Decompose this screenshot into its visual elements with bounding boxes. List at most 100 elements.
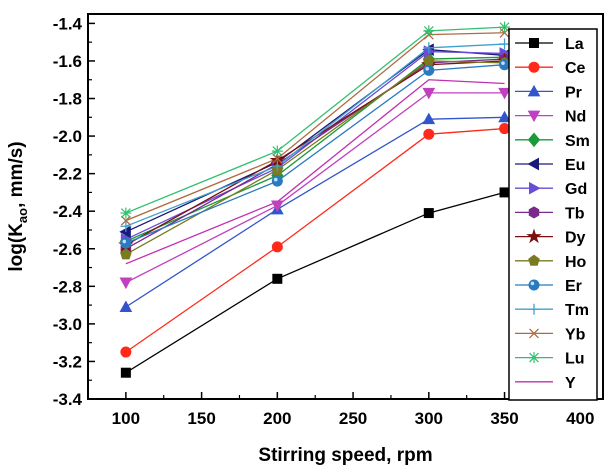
series-line-lu [125,26,505,214]
data-point [120,215,131,226]
data-point [498,110,511,123]
data-point [526,228,542,244]
x-tick-label: 250 [339,409,367,428]
data-point [422,87,436,100]
series-line-y [125,79,505,265]
series-markers-pr [119,110,511,312]
marker-highlight [122,239,127,244]
legend-label: Ho [565,254,587,271]
y-tick-label: -2.4 [53,202,83,221]
legend-label: Y [565,375,576,392]
series-markers-dy [118,52,513,252]
y-tick-label: -2.2 [53,165,82,184]
series-line-tb [125,58,505,250]
series-line-yb [125,32,505,222]
series-markers-ho [120,54,511,260]
data-point [528,279,540,291]
data-point [423,42,435,54]
data-point [528,352,540,364]
legend-entry-nd: Nd [515,109,586,126]
x-tick-label: 400 [566,409,594,428]
legend-entry-dy: Dy [515,228,586,247]
legend-label: Nd [565,109,586,126]
x-axis-title: Stirring speed, rpm [258,445,432,466]
ticks: 100 150 200 250 300 350 400 -3.4 -3.2 -3.0 -2.8 -2.… [53,14,595,428]
data-point [120,248,132,260]
legend-label: Tm [565,302,589,319]
series-markers-tm [120,38,511,232]
data-point [528,61,540,73]
series-line-pr [125,116,505,308]
series-line-gd [125,50,505,240]
x-tick-label: 300 [415,409,443,428]
data-point [272,153,283,164]
series-line-ho [125,60,505,255]
data-point [499,59,511,71]
data-point [271,241,283,253]
data-point [499,187,510,198]
x-tick-label: 150 [187,409,215,428]
legend-entry-ce: Ce [515,60,586,77]
data-point [529,181,541,195]
x-tick-label: 200 [263,409,291,428]
data-point [498,87,511,100]
series-line-eu [125,49,505,233]
legend-label: Gd [565,181,587,198]
y-tick-label: -3.4 [53,390,83,409]
series-markers-la [120,187,510,378]
data-point [423,25,435,37]
y-axis-title-main: log(K [6,223,27,272]
marker-highlight [273,177,278,182]
series-line-la [125,191,505,374]
data-point [423,208,434,219]
legend-label: Tb [565,205,585,222]
data-point [119,300,133,312]
series-line-dy [125,60,505,246]
y-tick-label: -1.8 [53,90,82,109]
series-markers-lu [120,21,511,219]
x-tick-label: 350 [490,409,518,428]
legend-entry-lu: Lu [515,351,585,368]
y-axis-title-sub: ao [15,208,30,223]
data-point [527,132,541,148]
data-point [271,145,283,157]
data-point [529,38,539,48]
y-axis-title: log(Kao, mm/s) [6,141,30,271]
data-point [527,157,539,171]
legend-label: Er [565,278,582,295]
series-lines [125,26,505,374]
series-line-er [125,64,505,244]
data-point [270,200,284,213]
y-tick-label: -2.8 [53,277,82,296]
data-point [272,273,283,284]
y-tick-label: -3.2 [53,352,82,371]
series-markers-nd [119,87,511,290]
data-point [528,254,540,266]
y-axis-title-tail: , mm/s) [6,141,27,208]
legend-label: Eu [565,157,585,174]
y-tick-label: -2.0 [53,127,82,146]
series-line-ce [125,127,505,353]
legend-entry-sm: Sm [515,132,590,150]
data-point [271,175,283,187]
series-markers-yb [120,27,510,226]
legend: La Ce Pr Nd Sm Eu Gd Tb Dy Ho Er Tm Yb Lu Y [515,36,590,392]
data-point [499,21,511,33]
y-tick-label: -3.0 [53,315,82,334]
data-point [528,303,540,315]
series-line-sm [125,56,505,242]
y-tick-label: -1.6 [53,52,82,71]
legend-entry-pr: Pr [515,84,582,101]
legend-entry-gd: Gd [515,181,587,198]
data-point [499,38,511,50]
data-point [527,84,541,97]
marker-highlight [501,61,505,65]
legend-entry-eu: Eu [515,157,585,174]
data-point [423,64,435,76]
data-point [120,346,132,358]
legend-entry-yb: Yb [515,326,586,343]
series-line-nd [125,92,505,284]
legend-entry-la: La [515,36,584,53]
data-point [423,128,435,140]
data-point [120,207,132,219]
